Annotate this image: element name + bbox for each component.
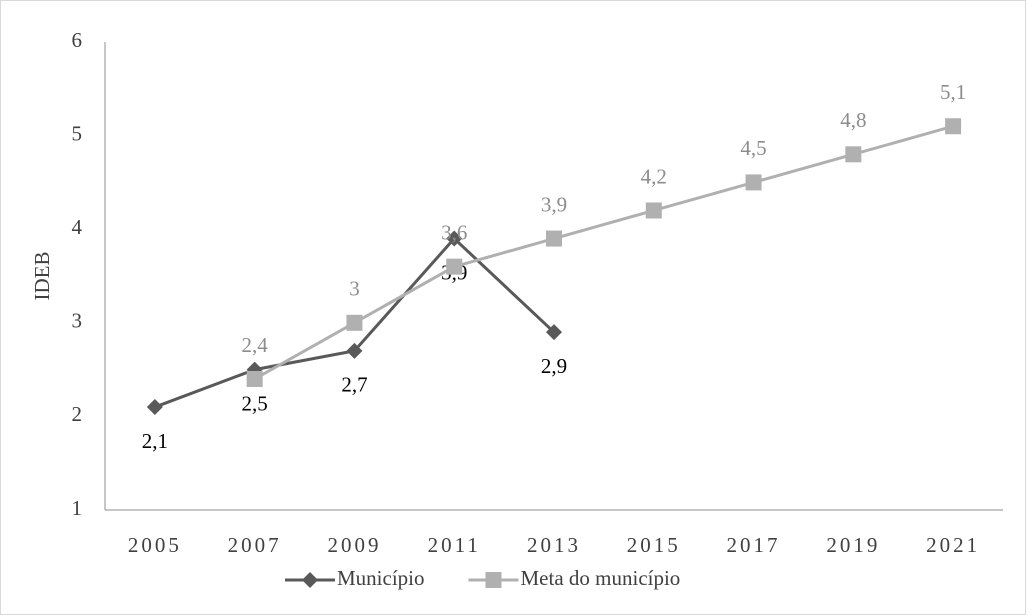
y-tick-label: 2 bbox=[72, 402, 83, 426]
x-tick-label: 2007 bbox=[228, 533, 282, 557]
data-label: 2,5 bbox=[242, 391, 268, 415]
legend-marker bbox=[302, 572, 318, 588]
data-label: 2,7 bbox=[341, 373, 367, 397]
legend-label: Município bbox=[337, 566, 425, 590]
x-tick-label: 2009 bbox=[327, 533, 381, 557]
data-label: 3,9 bbox=[541, 192, 567, 216]
legend-marker bbox=[485, 572, 502, 588]
x-tick-label: 2021 bbox=[926, 533, 980, 557]
x-tick-label: 2011 bbox=[428, 533, 481, 557]
y-tick-label: 3 bbox=[72, 309, 83, 333]
y-tick-label: 6 bbox=[72, 28, 83, 52]
point-marker bbox=[446, 230, 463, 247]
point-marker bbox=[246, 370, 263, 387]
x-tick-label: 2013 bbox=[527, 533, 581, 557]
point-marker bbox=[546, 230, 562, 247]
point-marker bbox=[446, 258, 463, 275]
point-marker bbox=[745, 174, 762, 191]
data-label: 3,6 bbox=[441, 220, 467, 244]
data-label: 2,1 bbox=[142, 429, 168, 453]
series-line bbox=[253, 124, 954, 381]
data-label: 3 bbox=[349, 277, 360, 301]
x-tick-label: 2005 bbox=[128, 533, 182, 557]
data-label: 2,4 bbox=[242, 333, 269, 357]
data-label: 5,1 bbox=[940, 80, 966, 104]
y-axis-label: IDEB bbox=[30, 252, 54, 301]
legend-label: Meta do município bbox=[521, 566, 681, 590]
data-label: 4,8 bbox=[840, 108, 866, 132]
point-marker bbox=[346, 342, 363, 359]
point-marker bbox=[346, 314, 363, 331]
point-marker bbox=[546, 324, 562, 341]
point-marker bbox=[645, 202, 662, 219]
point-marker bbox=[945, 118, 962, 135]
y-tick-label: 1 bbox=[72, 496, 83, 520]
y-tick-label: 4 bbox=[72, 215, 83, 239]
data-label: 2,9 bbox=[541, 354, 567, 378]
data-label: 4,5 bbox=[740, 136, 766, 160]
point-marker bbox=[146, 399, 163, 416]
point-marker bbox=[845, 146, 862, 163]
x-tick-label: 2017 bbox=[727, 533, 781, 557]
y-tick-label: 5 bbox=[72, 121, 83, 145]
x-tick-label: 2019 bbox=[826, 533, 880, 557]
x-tick-label: 2015 bbox=[627, 533, 681, 557]
data-label: 4,2 bbox=[641, 164, 667, 188]
